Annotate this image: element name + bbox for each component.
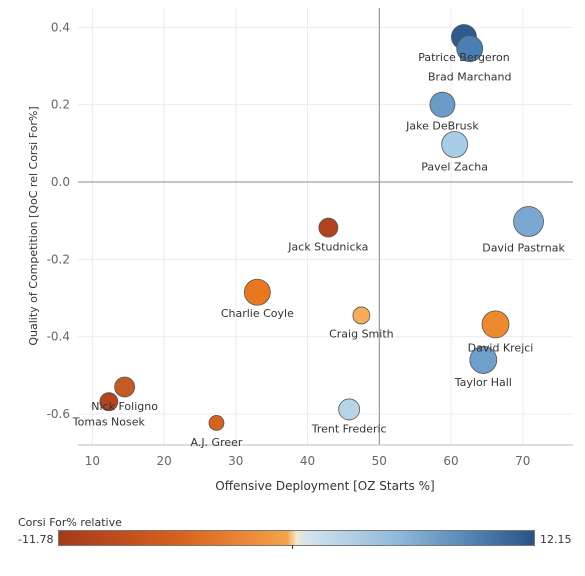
x-axis-title: Offensive Deployment [OZ Starts %]: [215, 479, 434, 493]
point-label: Pavel Zacha: [421, 161, 488, 174]
data-point: [338, 398, 361, 421]
data-point: [208, 415, 225, 431]
y-tick-label: -0.6: [47, 407, 70, 421]
x-tick-label: 60: [443, 454, 458, 468]
x-tick-label: 30: [228, 454, 243, 468]
y-tick-label: 0.4: [51, 20, 70, 34]
point-labels: Patrice Bergeron Brad Marchand Jake DeBrus…: [72, 51, 566, 449]
point-label: Jack Studnicka: [287, 241, 368, 254]
point-label: Nick Foligno: [91, 400, 158, 413]
x-tick-label: 40: [300, 454, 315, 468]
x-tick-label: 70: [515, 454, 530, 468]
point-label: Tomas Nosek: [72, 416, 146, 429]
x-tick-label: 20: [156, 454, 171, 468]
point-label: Brad Marchand: [428, 71, 512, 84]
color-legend-title: Corsi For% relative: [18, 516, 122, 529]
data-point: [441, 131, 469, 158]
data-point: [243, 278, 271, 306]
point-label: Craig Smith: [329, 327, 394, 340]
point-label: David Krejci: [468, 341, 534, 354]
y-tick-label: -0.4: [47, 330, 70, 344]
data-points: [99, 24, 544, 431]
data-point: [318, 217, 339, 238]
y-tick-label: -0.2: [47, 252, 70, 266]
color-legend-min: -11.78: [18, 533, 54, 546]
y-tick-label: 0.0: [51, 175, 70, 189]
color-legend-marker: [292, 545, 293, 549]
y-tick-label: 0.2: [51, 98, 70, 112]
point-label: Trent Frederic: [311, 422, 387, 435]
axis-ticks: 10 20 30 40 50 60 70 0.4 0.2 0.0 -0.2 -0.4 -0.6: [47, 20, 531, 468]
data-point: [456, 35, 484, 63]
data-point: [469, 346, 498, 374]
point-label: Taylor Hall: [454, 376, 512, 389]
point-label: Jake DeBrusk: [405, 120, 479, 133]
point-label: David Pastrnak: [482, 241, 565, 254]
x-tick-label: 10: [85, 454, 100, 468]
data-point: [114, 376, 136, 398]
color-legend-max: 12.15: [540, 533, 572, 546]
data-point: [352, 306, 371, 325]
color-legend-gradient: [58, 530, 535, 546]
data-point: [99, 392, 119, 412]
data-point: [429, 91, 456, 118]
reference-lines: [78, 8, 573, 445]
x-tick-label: 50: [372, 454, 387, 468]
data-point: [513, 206, 544, 237]
data-point: [481, 310, 510, 339]
point-label: Patrice Bergeron: [418, 51, 509, 64]
point-label: A.J. Greer: [190, 436, 242, 449]
point-label: Charlie Coyle: [221, 307, 294, 320]
y-axis-title: Quality of Competition [QoC rel Corsi Fo…: [27, 106, 40, 345]
